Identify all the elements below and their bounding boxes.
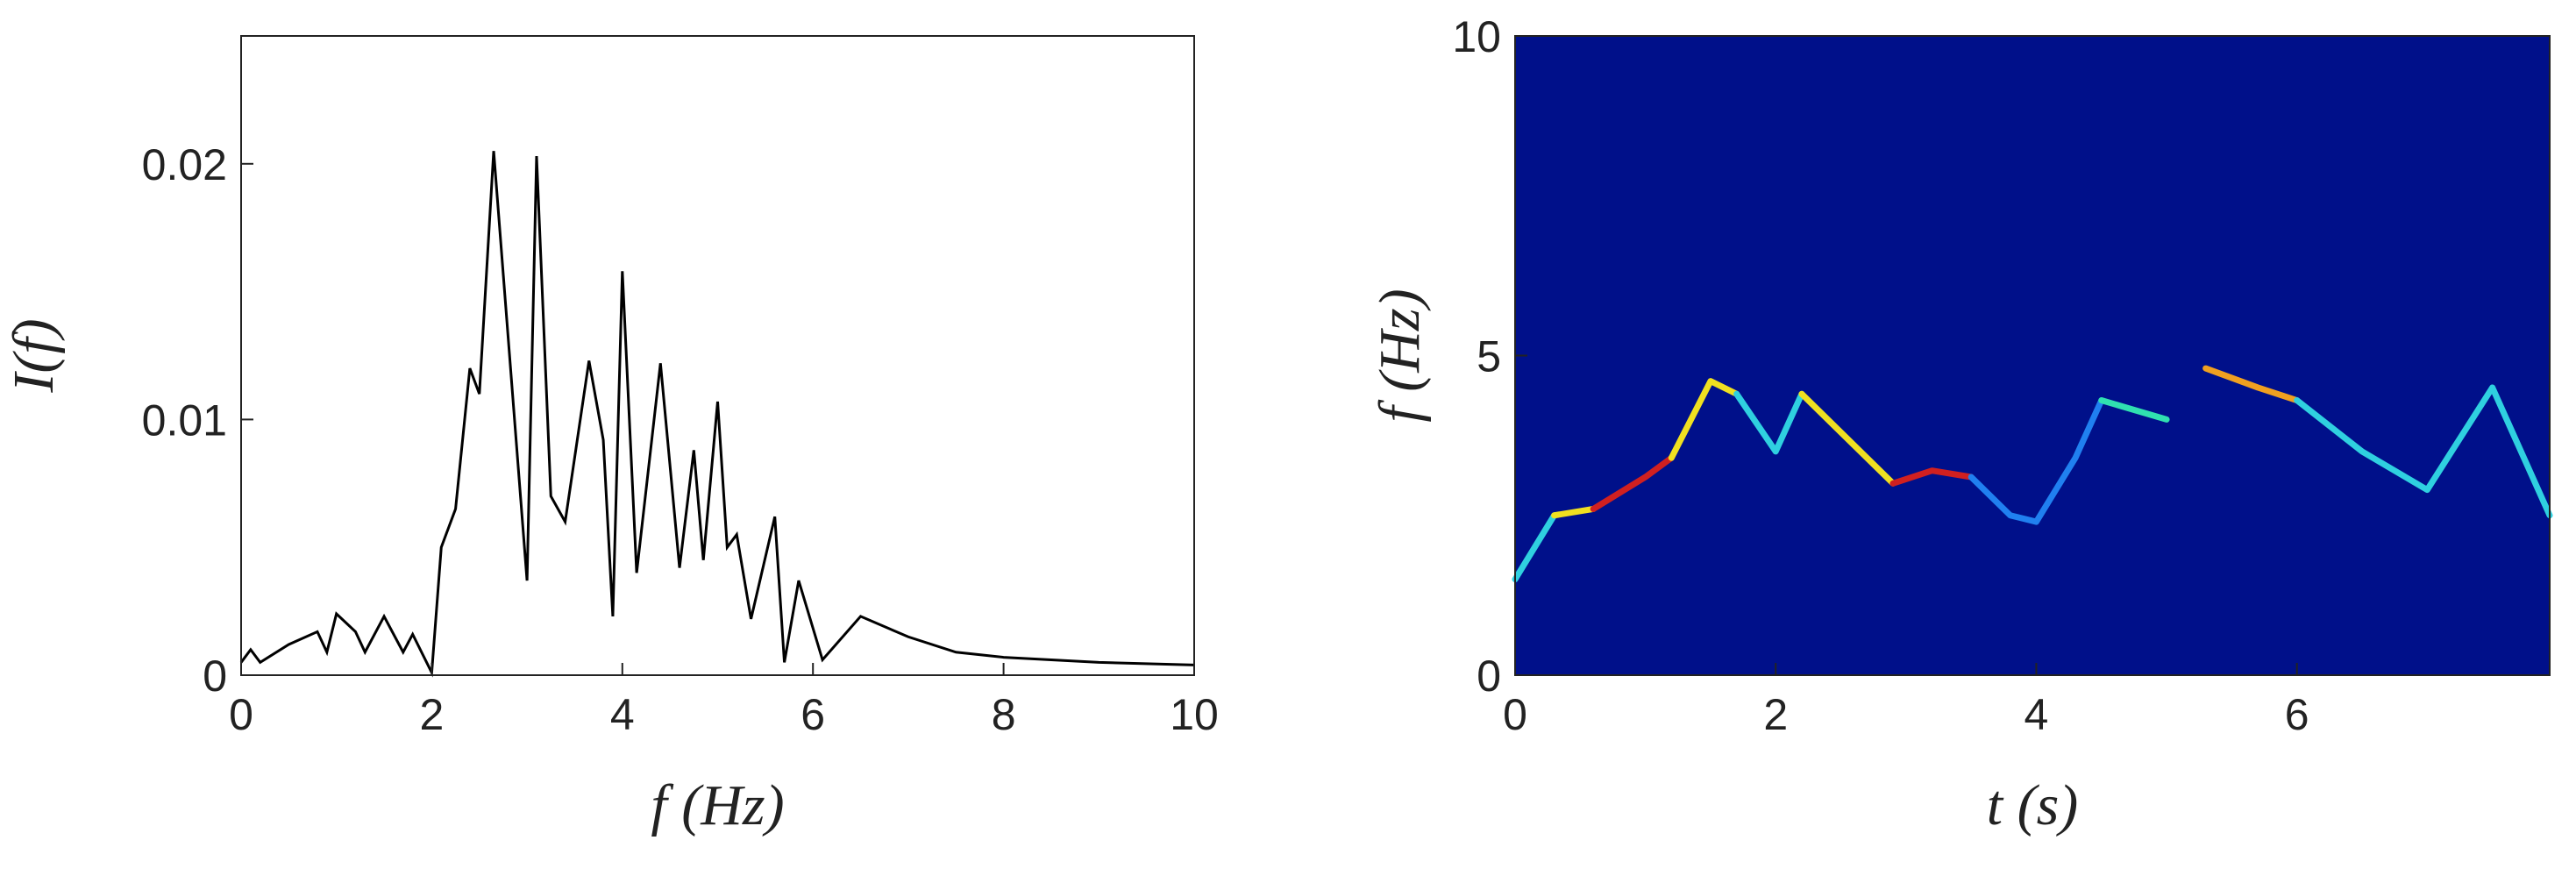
x-tick-label: 2 — [419, 690, 444, 739]
x-tick-label: 0 — [229, 690, 253, 739]
y-tick-label: 0 — [203, 652, 227, 701]
x-tick-label: 2 — [1763, 690, 1788, 739]
y-axis-label: I(f) — [2, 318, 66, 393]
ridge-line — [1590, 454, 1675, 512]
ridge-line — [1512, 512, 1558, 583]
axes-box — [240, 35, 1195, 676]
y-tick-label: 0.01 — [142, 395, 227, 445]
x-axis-label: t (s) — [1987, 773, 2078, 837]
ridge-line — [2098, 397, 2170, 423]
data-line — [239, 151, 1195, 678]
ridge-line — [1968, 397, 2105, 525]
ridge-line — [1668, 378, 1740, 461]
x-tick-label: 6 — [801, 690, 825, 739]
ridge-line — [2294, 384, 2553, 519]
ridge-line — [1733, 390, 1805, 455]
y-tick-label: 10 — [1452, 12, 1501, 61]
x-tick-label: 8 — [992, 690, 1016, 739]
ridge-line — [1798, 390, 1896, 487]
x-tick-label: 10 — [1170, 690, 1219, 739]
y-tick-label: 0 — [1477, 652, 1501, 701]
axes: 0 2 4 6 0 5 10 t (s) f (Hz) — [1368, 12, 2553, 837]
ridge-line — [2202, 365, 2301, 404]
plot-background — [1515, 36, 2550, 675]
x-tick-label: 4 — [2025, 690, 2049, 739]
y-tick-label: 0.02 — [142, 140, 227, 189]
x-tick-label: 4 — [610, 690, 635, 739]
x-axis-label: f (Hz) — [651, 773, 784, 837]
x-tick-label: 0 — [1503, 690, 1527, 739]
axes: 0 2 4 6 8 10 0 0.01 0.02 f (Hz) I(f) — [2, 35, 1219, 837]
y-tick-label: 5 — [1477, 332, 1501, 381]
y-axis-label: f (Hz) — [1368, 288, 1432, 422]
x-tick-label: 6 — [2285, 690, 2309, 739]
ridge-line — [1551, 505, 1597, 519]
ridge-line — [1889, 467, 1975, 487]
